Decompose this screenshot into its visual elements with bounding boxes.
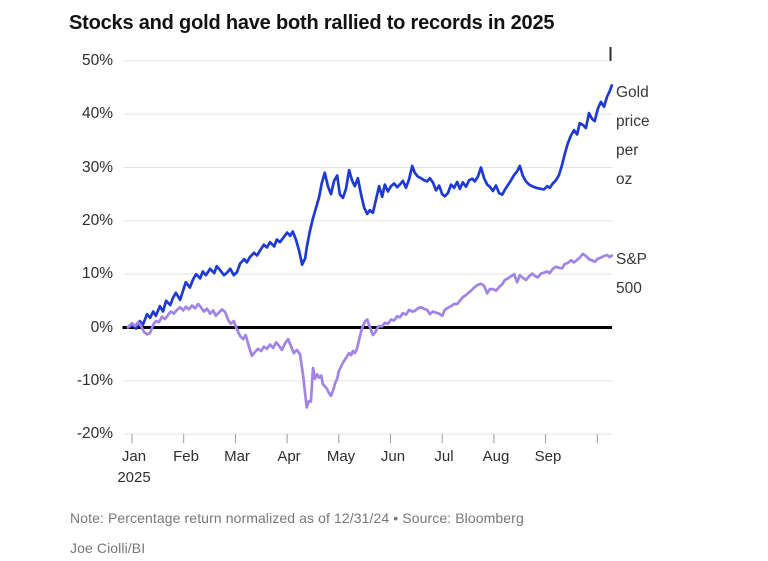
series-line-gold (126, 84, 614, 330)
x-axis-label-feb: Feb (173, 448, 199, 465)
x-axis-label-jun: Jun (380, 448, 406, 465)
x-axis-label-mar: Mar (224, 448, 250, 465)
x-axis-label-aug: Aug (482, 448, 510, 465)
x-axis-label-jan: Jan (121, 448, 147, 465)
y-axis-label-10: 10% (81, 265, 113, 282)
y-axis-label-30: 30% (81, 159, 113, 176)
y-axis-label-40: 40% (81, 105, 113, 122)
series-label-sp500: S&P 500 (616, 251, 647, 297)
series-label-gold: Gold price per oz (616, 84, 650, 188)
byline: Joe Ciolli/BI (70, 540, 146, 556)
y-axis-label-20: 20% (81, 212, 113, 229)
x-axis-label-apr: Apr (277, 448, 301, 465)
x-axis-label-sep: Sep (534, 448, 562, 465)
x-axis-label-jul: Jul (434, 448, 454, 465)
source-note: Note: Percentage return normalized as of… (70, 510, 524, 526)
chart-title: Stocks and gold have both rallied to rec… (69, 12, 555, 34)
x-axis-label-may: May (326, 448, 356, 465)
series-line-sp500 (126, 252, 614, 409)
y-axis-label-neg20: -20% (76, 425, 113, 442)
y-axis-label-neg10: -10% (76, 372, 113, 389)
y-axis-label-0: 0% (90, 319, 113, 336)
y-axis-label-50: 50% (81, 52, 113, 69)
x-axis-year-label: 2025 (117, 469, 151, 486)
